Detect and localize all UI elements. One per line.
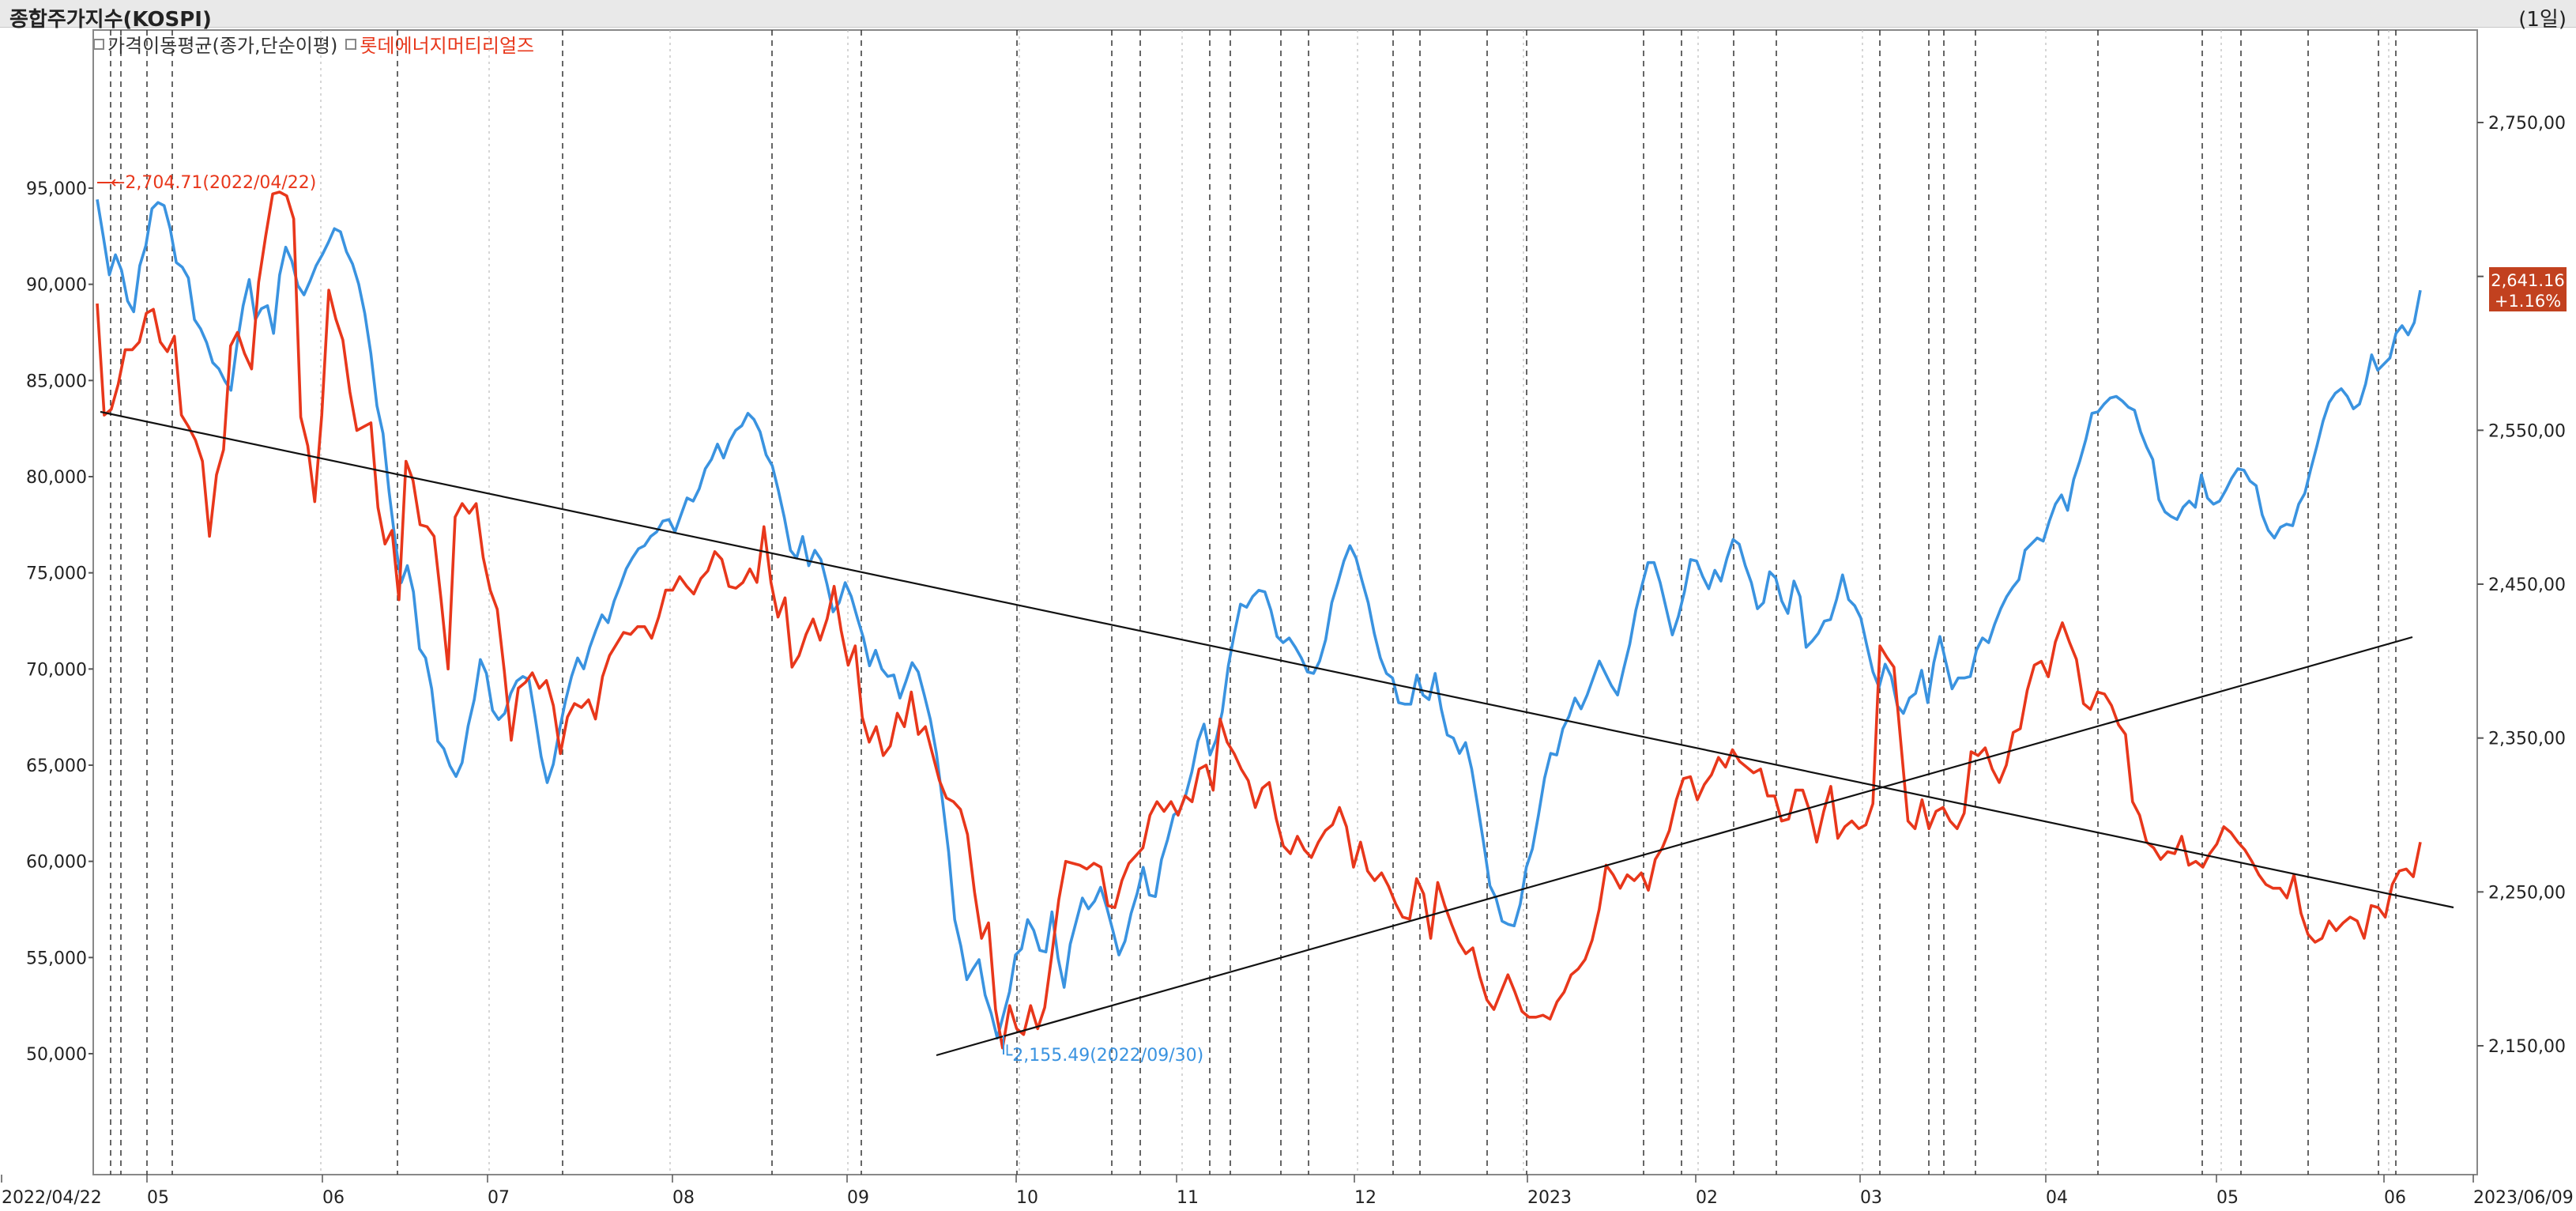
- downtrend-line: [100, 410, 2454, 909]
- interval-label[interactable]: (1일): [2518, 8, 2567, 32]
- last-price-badge: [2489, 267, 2567, 311]
- legend-label-moving-average: 가격이동평균(종가,단순이평): [107, 35, 338, 57]
- left-tick-label: 95,000: [26, 179, 87, 199]
- last-price-change: +1.16%: [2495, 292, 2561, 311]
- left-tick-label: 65,000: [26, 756, 87, 776]
- left-tick-label: 60,000: [26, 853, 87, 873]
- kospi-series-line: [96, 199, 2422, 1040]
- legend: 가격이동평균(종가,단순이평) 롯데에너지머티리얼즈: [93, 30, 534, 58]
- chart-title: 종합주가지수(KOSPI): [9, 8, 212, 32]
- x-axis-label: 05: [2216, 1188, 2239, 1208]
- left-tick-label: 50,000: [26, 1045, 87, 1065]
- stock-series-line: [96, 191, 2422, 1050]
- right-tick-label: 2,450,00: [2488, 575, 2566, 595]
- x-axis-label: 11: [1177, 1188, 1199, 1208]
- x-axis-label: 12: [1354, 1188, 1377, 1208]
- left-tick-label: 55,000: [26, 949, 87, 968]
- x-axis-label: 2022/04/22: [2, 1188, 102, 1208]
- x-axis-label: 05: [147, 1188, 169, 1208]
- x-axis-label: 09: [847, 1188, 869, 1208]
- x-axis-label: 10: [1016, 1188, 1038, 1208]
- plot-frame: [92, 29, 2478, 1175]
- x-axis-label: 2023/06/09: [2473, 1188, 2574, 1208]
- high-annotation: ←2,704.71(2022/04/22): [111, 173, 316, 193]
- x-axis-label: 2023: [1527, 1188, 1572, 1208]
- left-tick-label: 85,000: [26, 372, 87, 391]
- right-tick-label: 2,350,00: [2488, 730, 2566, 749]
- low-annotation: └2,155.49(2022/09/30): [1002, 1044, 1203, 1066]
- legend-item-moving-average[interactable]: 가격이동평균(종가,단순이평): [93, 30, 337, 58]
- right-tick-label: 2,150,00: [2488, 1037, 2566, 1057]
- title-bar: 종합주가지수(KOSPI) (1일): [0, 0, 2576, 32]
- right-tick-label: 2,750,00: [2488, 114, 2566, 134]
- legend-label-stock: 롯데에너지머티리얼즈: [360, 35, 535, 57]
- left-tick-label: 90,000: [26, 276, 87, 296]
- x-axis-label: 03: [1860, 1188, 1882, 1208]
- x-axis-label: 07: [488, 1188, 510, 1208]
- legend-item-stock[interactable]: 롯데에너지머티리얼즈: [345, 30, 534, 58]
- left-tick-label: 80,000: [26, 468, 87, 488]
- left-tick-label: 70,000: [26, 660, 87, 680]
- legend-checkbox-icon[interactable]: [345, 38, 357, 50]
- right-tick-label: 2,550,00: [2488, 421, 2566, 441]
- x-axis-label: 04: [2046, 1188, 2068, 1208]
- x-axis-label: 08: [672, 1188, 695, 1208]
- x-axis-label: 06: [2384, 1188, 2406, 1208]
- last-price-value: 2,641.16: [2491, 271, 2565, 290]
- uptrend-line: [936, 636, 2413, 1057]
- x-axis-label: 02: [1696, 1188, 1718, 1208]
- left-tick-label: 75,000: [26, 564, 87, 584]
- x-axis-label: 06: [322, 1188, 345, 1208]
- right-tick-label: 2,250,00: [2488, 883, 2566, 903]
